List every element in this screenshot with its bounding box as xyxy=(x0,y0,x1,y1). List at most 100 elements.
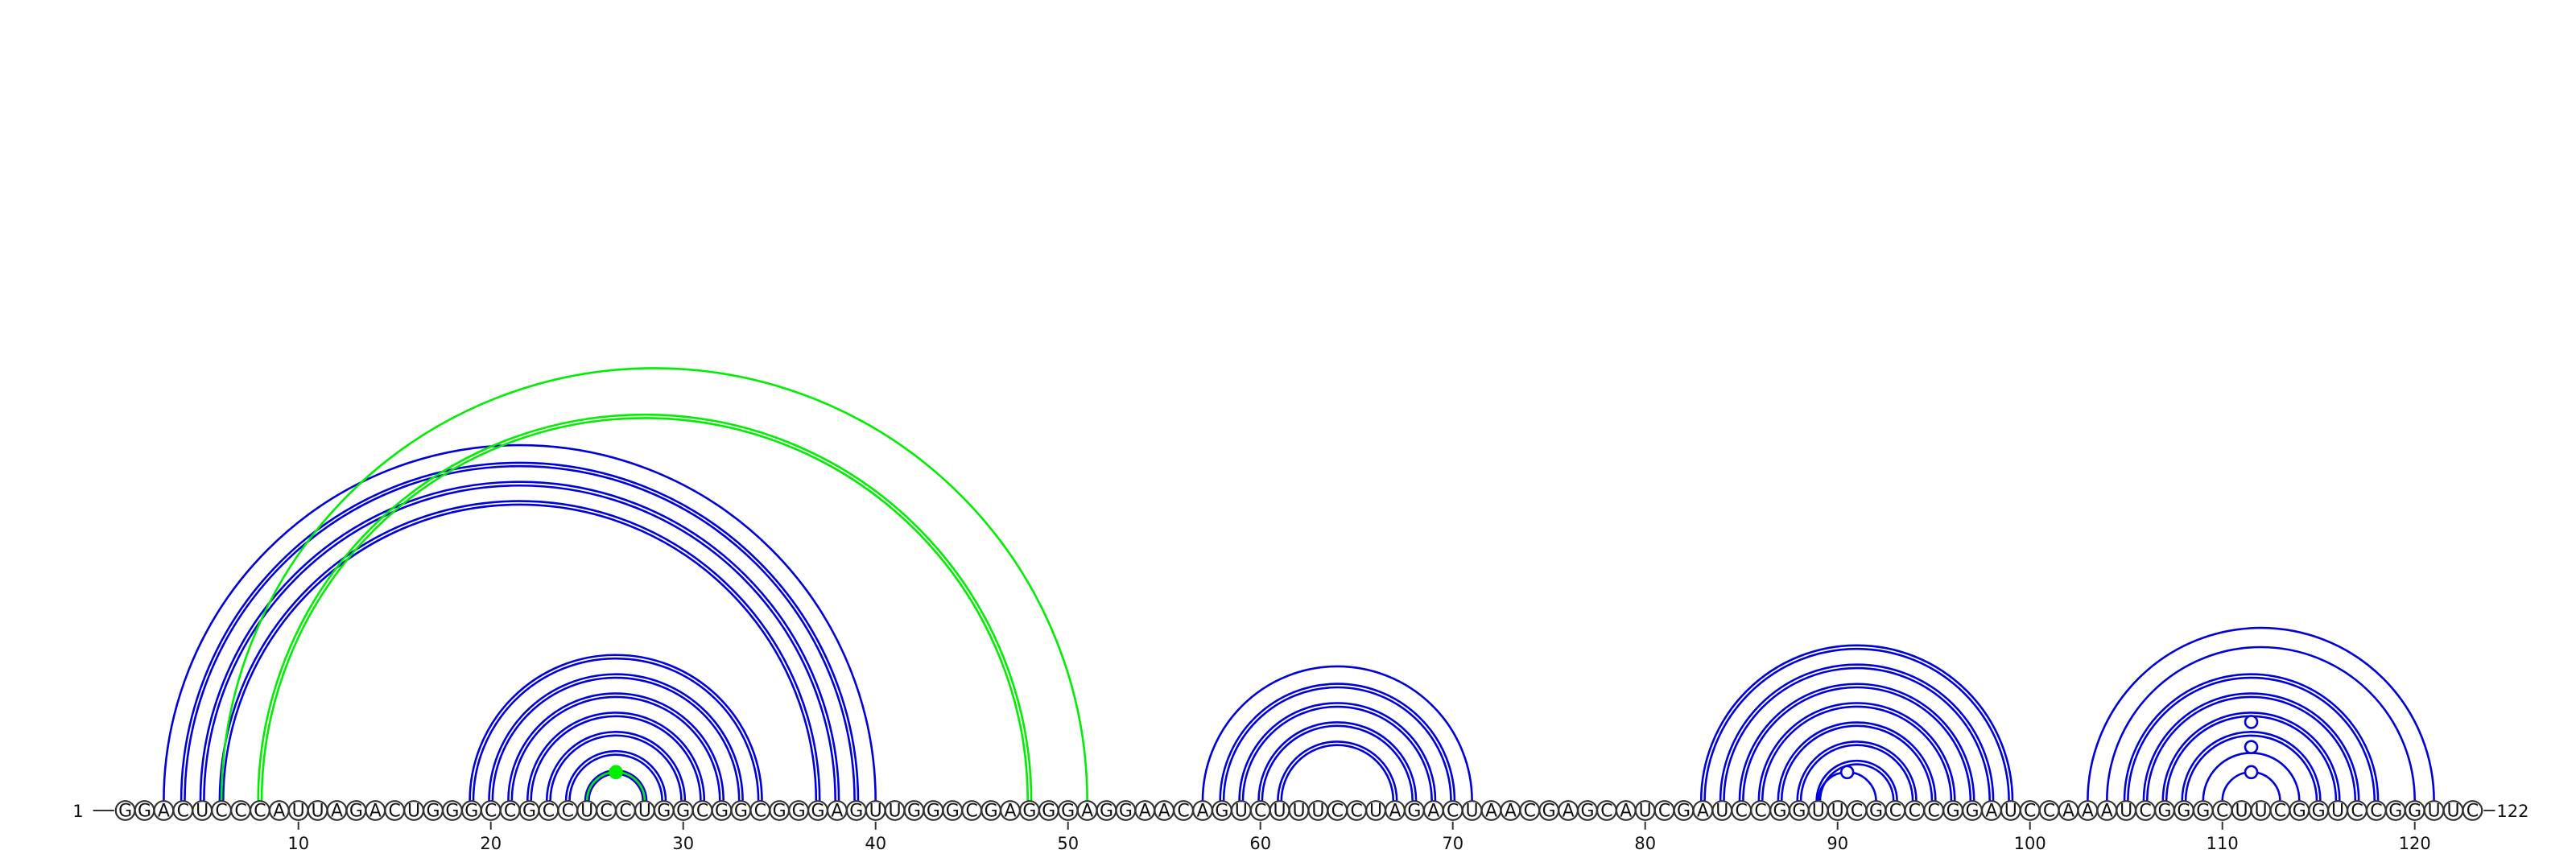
nucleotide-54: A xyxy=(1134,800,1156,822)
arcs-layer xyxy=(163,367,2435,802)
nucleotide-letter: G xyxy=(118,802,132,822)
nucleotide-106: C xyxy=(2135,800,2157,822)
nucleotide-letter: C xyxy=(1254,802,1266,822)
nucleotide-105: U xyxy=(2116,800,2137,822)
nucleotide-16: U xyxy=(403,800,424,822)
nucleotide-letter: G xyxy=(907,802,921,822)
nucleotide-103: A xyxy=(2077,800,2099,822)
nucleotide-letter: U xyxy=(312,802,324,822)
nucleotide-43: G xyxy=(923,800,944,822)
nucleotide-19: G xyxy=(460,800,482,822)
nucleotide-letter: U xyxy=(407,802,420,822)
tick-label: 100 xyxy=(2014,834,2046,853)
nucleotide-47: A xyxy=(1000,800,1021,822)
base-pair-arc-83-99-strand-1 xyxy=(1699,644,2014,802)
base-pair-arc-83-99-strand-2 xyxy=(1703,647,2010,802)
tick-label: 60 xyxy=(1249,834,1271,853)
nucleotide-9: A xyxy=(268,800,290,822)
tick-90: 90 xyxy=(1827,821,1848,853)
nucleotide-letter: G xyxy=(1022,802,1036,822)
base-pair-arc-108-115-strand-1 xyxy=(2181,731,2322,802)
base-pair-arc-21-32-strand-1 xyxy=(507,692,724,802)
nucleotide-letter: C xyxy=(1909,802,1921,822)
nucleotide-28: U xyxy=(634,800,655,822)
nucleotide-41: U xyxy=(884,800,906,822)
nucleotide-18: G xyxy=(442,800,463,822)
nucleotide-letter: A xyxy=(2062,802,2074,822)
nucleotide-letter: G xyxy=(138,802,151,822)
tick-label: 70 xyxy=(1442,834,1463,853)
tick-10: 10 xyxy=(287,821,309,853)
nucleotide-letter: A xyxy=(1620,802,1632,822)
nucleotide-letter: C xyxy=(2043,802,2055,822)
nucleotide-letter: A xyxy=(158,802,170,822)
nucleotide-87: G xyxy=(1769,800,1790,822)
nucleotide-3: A xyxy=(153,800,175,822)
nucleotide-88: G xyxy=(1788,800,1810,822)
nucleotide-letter: G xyxy=(1061,802,1075,822)
nucleotide-24: C xyxy=(557,800,579,822)
nucleotide-letter: A xyxy=(369,802,382,822)
nucleotide-letter: G xyxy=(1869,802,1883,822)
base-pair-arc-23-30-strand-2 xyxy=(549,734,683,802)
nucleotide-letter: C xyxy=(2216,802,2228,822)
nucleotide-letter: G xyxy=(811,802,824,822)
nucleotide-letter: C xyxy=(504,802,516,822)
tick-40: 40 xyxy=(865,821,886,853)
tick-110: 110 xyxy=(2207,821,2239,853)
nucleotide-letter: U xyxy=(2446,802,2459,822)
base-pair-arc-87-95-strand-2 xyxy=(1780,724,1934,802)
loop-marker-26.5 xyxy=(609,765,623,780)
nucleotide-112: U xyxy=(2250,800,2272,822)
nucleotide-letter: U xyxy=(1292,802,1305,822)
axis-layer: 1 122 10 20 30 40 50 60 70 80 90 100 110 120 xyxy=(72,802,2529,853)
nucleotide-letter: C xyxy=(754,802,766,822)
nucleotide-32: G xyxy=(711,800,733,822)
nucleotide-77: G xyxy=(1577,800,1598,822)
nucleotide-letter: G xyxy=(445,802,459,822)
nucleotide-letter: G xyxy=(426,802,440,822)
base-pair-arc-5-38-strand-2 xyxy=(203,484,836,802)
tick-label: 90 xyxy=(1827,834,1848,853)
nucleotide-letter: C xyxy=(2139,802,2151,822)
nucleotide-letter: C xyxy=(1524,802,1536,822)
nucleotide-letter: U xyxy=(1235,802,1248,822)
tick-70: 70 xyxy=(1442,821,1463,853)
start-label: 1 xyxy=(72,802,83,821)
nucleotide-letter: C xyxy=(1600,802,1612,822)
nucleotide-6: C xyxy=(211,800,233,822)
nucleotide-letter: G xyxy=(2177,802,2190,822)
base-pair-arc-21-32-strand-2 xyxy=(510,695,721,802)
base-pair-arc-84-98-strand-2 xyxy=(1723,666,1991,802)
nucleotide-55: A xyxy=(1154,800,1175,822)
nucleotide-letter: G xyxy=(2388,802,2402,822)
nucleotide-letter: G xyxy=(1215,802,1228,822)
base-pair-arc-86-96-strand-2 xyxy=(1761,705,1953,802)
nucleotide-96: G xyxy=(1942,800,1964,822)
base-pair-arc-106-117-strand-2 xyxy=(2146,695,2357,802)
nucleotide-letter: G xyxy=(1100,802,1113,822)
nucleotide-letter: C xyxy=(619,802,631,822)
nucleotide-letter: G xyxy=(734,802,748,822)
nucleotide-letter: U xyxy=(638,802,651,822)
nucleotide-78: C xyxy=(1596,800,1617,822)
nucleotide-46: G xyxy=(980,800,1001,822)
base-pair-arc-6-37-strand-1 xyxy=(218,500,821,802)
nucleotide-68: G xyxy=(1403,800,1425,822)
nucleotide-110: C xyxy=(2211,800,2233,822)
nucleotide-92: G xyxy=(1865,800,1887,822)
nucleotide-117: C xyxy=(2347,800,2368,822)
nucleotide-63: U xyxy=(1307,800,1329,822)
nucleotide-letter: U xyxy=(196,802,208,822)
nucleotide-34: C xyxy=(749,800,771,822)
nucleotide-111: U xyxy=(2231,800,2252,822)
nucleotide-65: C xyxy=(1346,800,1368,822)
nucleotide-letter: C xyxy=(485,802,497,822)
tick-label: 30 xyxy=(672,834,694,853)
base-pair-arc-5-38-strand-1 xyxy=(199,481,840,802)
nucleotide-letter: G xyxy=(1965,802,1979,822)
nucleotide-116: U xyxy=(2327,800,2349,822)
base-pair-arc-6-51 xyxy=(220,367,1088,802)
base-pair-arc-4-39-strand-2 xyxy=(184,464,856,802)
